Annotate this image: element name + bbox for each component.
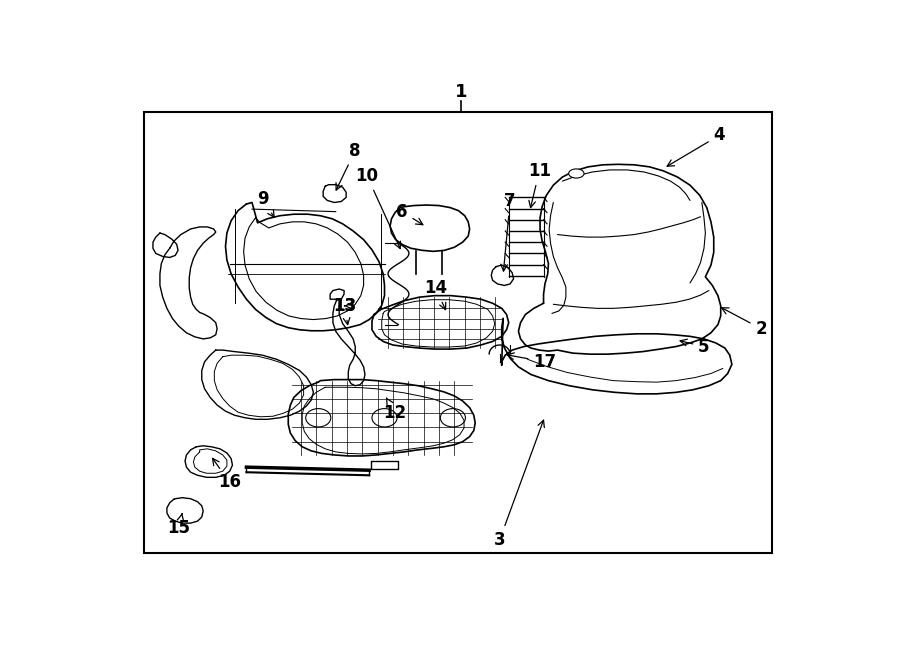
Text: 10: 10 bbox=[356, 167, 400, 249]
Text: 12: 12 bbox=[383, 398, 407, 422]
Text: 5: 5 bbox=[680, 338, 710, 356]
Text: 3: 3 bbox=[494, 420, 544, 549]
Text: 15: 15 bbox=[167, 514, 190, 537]
Text: 11: 11 bbox=[528, 162, 551, 208]
Text: 1: 1 bbox=[455, 83, 467, 101]
Text: 17: 17 bbox=[508, 353, 556, 371]
Text: 4: 4 bbox=[667, 126, 725, 167]
Text: 2: 2 bbox=[722, 308, 767, 338]
Ellipse shape bbox=[569, 169, 584, 178]
Text: 6: 6 bbox=[396, 203, 423, 225]
Text: 7: 7 bbox=[500, 192, 516, 271]
Text: 9: 9 bbox=[256, 190, 274, 217]
Text: 8: 8 bbox=[336, 141, 361, 190]
Text: 13: 13 bbox=[333, 297, 356, 315]
Bar bbox=[144, 112, 771, 553]
Text: 16: 16 bbox=[212, 458, 241, 491]
Text: 14: 14 bbox=[424, 279, 447, 309]
Text: 13: 13 bbox=[333, 297, 356, 325]
